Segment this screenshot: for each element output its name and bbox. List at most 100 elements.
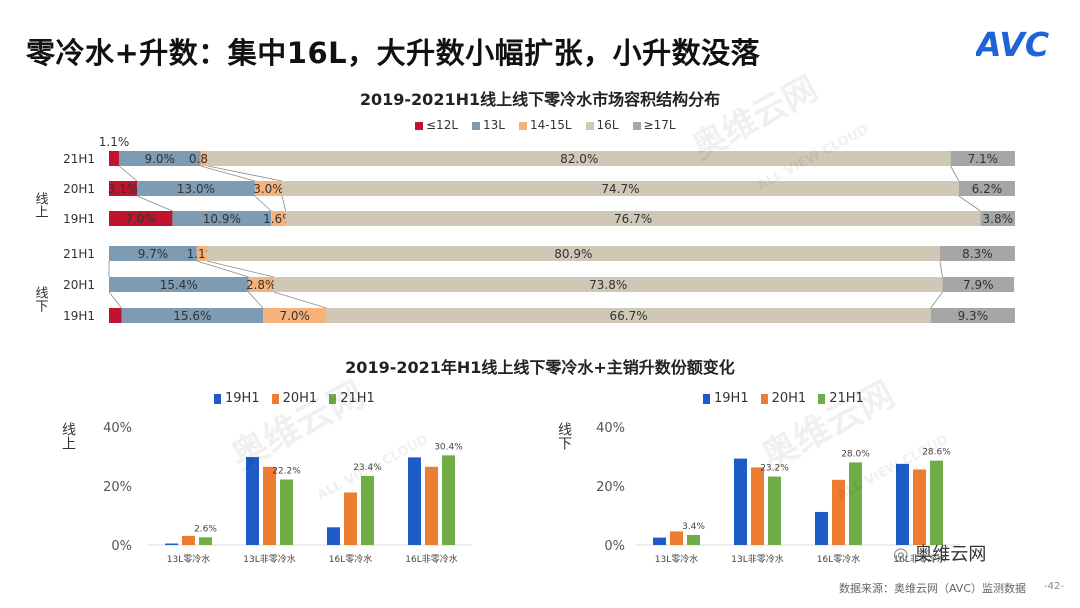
y-tick-label: 40%	[103, 421, 132, 436]
stack-segment	[109, 151, 119, 166]
y-tick-label: 40%	[596, 421, 625, 436]
stack-segment	[263, 308, 327, 323]
bar-20H1	[425, 466, 438, 545]
bar-21H1	[930, 460, 943, 545]
bar-21H1	[361, 475, 374, 545]
y-tick-label: 20%	[103, 480, 132, 495]
connector-line	[930, 291, 943, 309]
stacked-chart-title: 2019-2021H1线上线下零冷水市场容积结构分布	[359, 90, 721, 109]
offline-group-label: 线下	[556, 422, 572, 450]
segment-label: 9.7%	[138, 247, 169, 261]
connector-line	[196, 260, 249, 278]
x-tick-label: 13L非零冷水	[731, 553, 783, 565]
bar-20H1	[751, 467, 764, 545]
legend-item-16l: 16L	[585, 118, 619, 132]
stack-segment	[285, 211, 981, 226]
bar-21H1	[768, 476, 781, 545]
legend-item-1415l: 14-15L	[518, 118, 572, 132]
bar-21H1	[687, 534, 700, 545]
online-bar-chart: 线上 0% 20% 40% 2.6% 13L零冷水 22.2% 13L非零冷水 23.4% 16…	[60, 421, 472, 565]
bar-19H1	[815, 511, 828, 545]
segment-label: 74.7%	[601, 182, 639, 196]
connector-line	[281, 195, 287, 212]
legend-21h1: 21H1	[818, 391, 864, 406]
group-label-online: 线上	[33, 192, 49, 218]
segment-label: 7.0%	[125, 212, 156, 226]
stack-segment	[939, 246, 1015, 261]
connector-line	[108, 291, 122, 309]
avc-logo: AVC	[976, 25, 1049, 61]
bar-21H1	[199, 537, 212, 545]
bar-value-label: 3.4%	[682, 522, 705, 532]
bar-20H1	[913, 469, 926, 545]
segment-label: 3.8%	[983, 212, 1014, 226]
stack-segment	[930, 308, 1015, 323]
bar-21H1	[280, 479, 293, 545]
connector-line	[248, 291, 264, 309]
online-legend: 19H1 20H1 21H1	[214, 391, 375, 406]
connector-line	[136, 195, 173, 212]
stack-segment	[109, 308, 122, 323]
offline-bar-chart: 线下 0% 20% 40% 3.4% 13L零冷水 23.2% 13L非零冷水 28.0% 16…	[556, 421, 960, 565]
legend-21h1: 21H1	[329, 391, 375, 406]
segment-label: 15.4%	[160, 278, 198, 292]
stack-segment	[109, 246, 197, 261]
row-label: 20H1	[63, 278, 95, 292]
segment-label: 3.0%	[253, 182, 284, 196]
stack-segment	[200, 151, 208, 166]
bar-chart-title: 2019-2021年H1线上线下零冷水+主销升数份额变化	[345, 358, 735, 377]
segment-label: 10.9%	[203, 212, 241, 226]
stack-segment	[109, 181, 138, 196]
stack-segment	[207, 151, 951, 166]
stack-segment	[958, 181, 1015, 196]
x-tick-label: 16L非零冷水	[893, 553, 945, 565]
connector-line	[207, 165, 283, 182]
stack-segment	[273, 277, 943, 292]
legend-20h1: 20H1	[271, 391, 317, 406]
segment-label: 6.2%	[972, 182, 1003, 196]
legend-19h1: 19H1	[703, 391, 749, 406]
bar-20H1	[670, 531, 683, 545]
segment-label: 9.0%	[144, 152, 175, 166]
bar-19H1	[896, 463, 909, 545]
bar-value-label: 2.6%	[194, 524, 217, 534]
bar-21H1	[442, 455, 455, 545]
stack-segment	[118, 151, 201, 166]
segment-label: 8.3%	[962, 247, 993, 261]
bar-19H1	[408, 457, 421, 545]
bar-value-label: 30.4%	[434, 442, 463, 452]
data-source: 数据来源：奥维云网（AVC）监测数据	[838, 582, 1026, 595]
wechat-watermark: ◎ 奥维云网	[893, 544, 987, 565]
connector-line	[273, 291, 327, 309]
legend-item-le12: ≤12L	[415, 118, 458, 132]
segment-label: 13.0%	[177, 182, 215, 196]
x-tick-label: 13L非零冷水	[243, 553, 295, 565]
segment-label: 80.9%	[554, 247, 592, 261]
stack-segment	[254, 181, 283, 196]
avc-logo-text: AVC	[976, 25, 1049, 61]
x-tick-label: 13L零冷水	[167, 553, 210, 565]
segment-label: 73.8%	[589, 278, 627, 292]
legend-item-ge17: ≥17L	[632, 118, 676, 132]
connector-line	[958, 195, 981, 212]
row-label: 20H1	[63, 182, 95, 196]
segment-label: 7.0%	[279, 309, 310, 323]
stack-segment	[121, 308, 264, 323]
bar-19H1	[165, 543, 178, 545]
stack-segment	[248, 277, 274, 292]
stack-segment	[282, 181, 959, 196]
stack-segment	[942, 277, 1015, 292]
x-tick-label: 16L零冷水	[329, 553, 372, 565]
stack-segment	[206, 246, 940, 261]
bar-20H1	[832, 479, 845, 545]
online-group-label: 线上	[60, 422, 76, 450]
row-label: 19H1	[63, 212, 95, 226]
bar-value-label: 28.6%	[922, 448, 951, 458]
bar-20H1	[182, 535, 195, 545]
bar-20H1	[344, 492, 357, 545]
stack-segment	[109, 277, 249, 292]
x-tick-label: 16L非零冷水	[405, 553, 457, 565]
bar-19H1	[246, 457, 259, 545]
connector-line	[118, 165, 138, 182]
